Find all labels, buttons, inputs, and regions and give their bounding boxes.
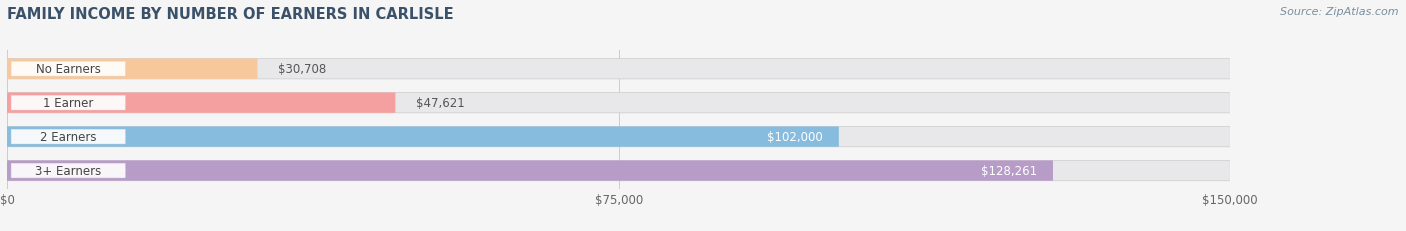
Text: 3+ Earners: 3+ Earners [35,164,101,177]
FancyBboxPatch shape [7,161,1053,181]
Text: $30,708: $30,708 [278,63,326,76]
FancyBboxPatch shape [11,62,125,77]
FancyBboxPatch shape [7,127,1230,147]
FancyBboxPatch shape [11,130,125,144]
Text: Source: ZipAtlas.com: Source: ZipAtlas.com [1281,7,1399,17]
Text: 1 Earner: 1 Earner [44,97,93,110]
FancyBboxPatch shape [7,59,1230,79]
FancyBboxPatch shape [7,93,1230,113]
FancyBboxPatch shape [7,93,395,113]
FancyBboxPatch shape [7,161,1230,181]
Text: No Earners: No Earners [35,63,101,76]
Text: $102,000: $102,000 [766,131,823,143]
FancyBboxPatch shape [7,59,257,79]
Text: $47,621: $47,621 [416,97,464,110]
Text: 2 Earners: 2 Earners [39,131,97,143]
FancyBboxPatch shape [7,127,839,147]
FancyBboxPatch shape [11,164,125,178]
FancyBboxPatch shape [11,96,125,110]
Text: $128,261: $128,261 [980,164,1036,177]
Text: FAMILY INCOME BY NUMBER OF EARNERS IN CARLISLE: FAMILY INCOME BY NUMBER OF EARNERS IN CA… [7,7,454,22]
